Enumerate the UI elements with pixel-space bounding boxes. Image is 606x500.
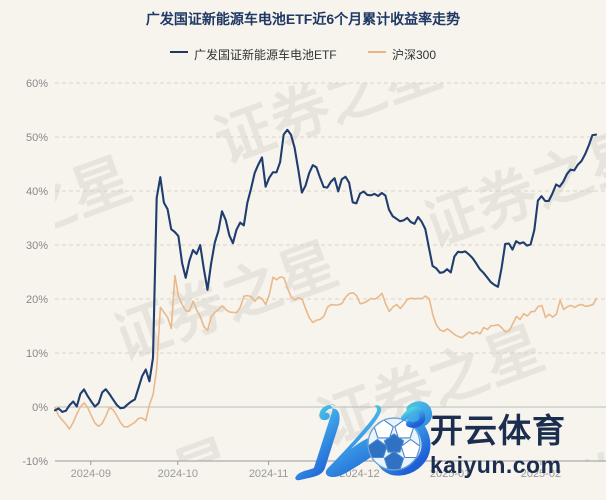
svg-text:0%: 0% xyxy=(32,402,48,414)
svg-text:10%: 10% xyxy=(26,348,48,360)
svg-text:开云体育: 开云体育 xyxy=(430,412,566,449)
svg-text:kaiyun.com: kaiyun.com xyxy=(430,452,562,478)
svg-text:2024-11: 2024-11 xyxy=(249,468,289,480)
svg-text:20%: 20% xyxy=(26,294,48,306)
svg-text:50%: 50% xyxy=(26,132,48,144)
svg-text:2024-10: 2024-10 xyxy=(158,468,198,480)
svg-text:40%: 40% xyxy=(26,186,48,198)
svg-text:30%: 30% xyxy=(26,240,48,252)
svg-text:-10%: -10% xyxy=(22,456,48,468)
svg-text:60%: 60% xyxy=(26,78,48,90)
svg-text:2024-09: 2024-09 xyxy=(71,468,111,480)
